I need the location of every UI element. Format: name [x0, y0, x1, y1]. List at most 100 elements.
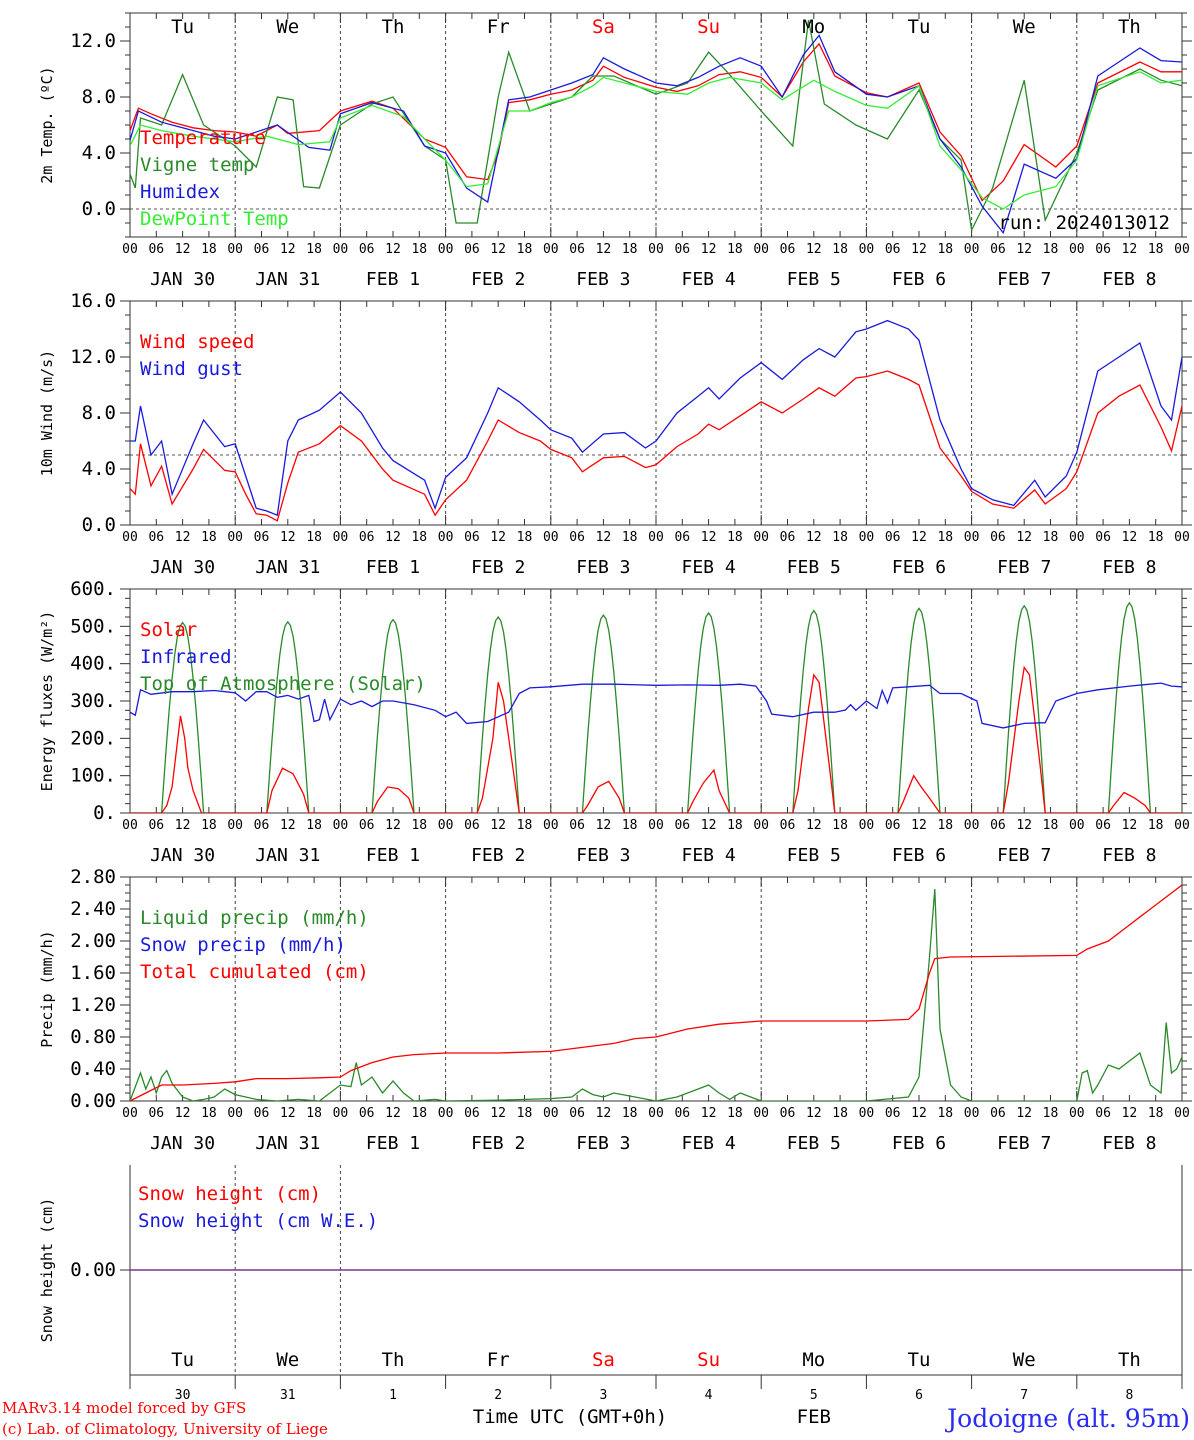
hour-tick-label: 06 — [674, 818, 690, 833]
series-line-top-of-atmosphere-solar- — [130, 601, 1182, 813]
y-tick-label: 4.0 — [82, 458, 116, 480]
y-tick-label: 500. — [70, 615, 116, 637]
date-label: JAN 30 — [150, 1133, 215, 1154]
legend-entry: Wind gust — [140, 358, 243, 380]
hour-tick-label: 18 — [937, 818, 953, 833]
hour-tick-label: 12 — [596, 530, 612, 545]
y-tick-label: 1.20 — [70, 994, 116, 1016]
hour-tick-label: 00 — [648, 1106, 664, 1121]
hour-tick-label: 18 — [1148, 1106, 1164, 1121]
hour-tick-label: 12 — [1122, 242, 1138, 257]
date-label: FEB 6 — [892, 845, 946, 866]
hour-tick-label: 00 — [859, 242, 875, 257]
panel-3: 0. 100. 200. 300. 400. 500. 600. Energy fluxes … — [38, 578, 1192, 824]
hour-tick-label: 06 — [1095, 242, 1111, 257]
y-tick-label: 0.00 — [70, 1090, 116, 1112]
hour-tick-label: 06 — [464, 1106, 480, 1121]
series-group — [130, 884, 1182, 1101]
hour-tick-label: 18 — [727, 818, 743, 833]
y-tick-label: 4.0 — [82, 142, 116, 164]
hour-tick-label: 18 — [937, 242, 953, 257]
date-label: FEB 1 — [366, 269, 420, 290]
date-label: FEB 2 — [471, 269, 525, 290]
hour-tick-label: 12 — [1122, 1106, 1138, 1121]
legend-entry: Total cumulated (cm) — [140, 961, 369, 983]
day-of-week-label: Th — [1118, 16, 1141, 38]
hour-tick-label: 00 — [859, 530, 875, 545]
hour-tick-label: 00 — [753, 242, 769, 257]
day-of-week-label: Tu — [171, 1349, 194, 1371]
y-axis-label: 2m Temp. (ºC) — [38, 66, 56, 183]
y-tick-label: 300. — [70, 690, 116, 712]
date-label: FEB 7 — [997, 845, 1051, 866]
date-label: FEB 2 — [471, 845, 525, 866]
hour-tick-label: 12 — [280, 818, 296, 833]
hour-tick-label: 12 — [806, 818, 822, 833]
hour-tick-label: 06 — [885, 530, 901, 545]
hour-tick-label: 00 — [1069, 530, 1085, 545]
hour-tick-label: 06 — [885, 1106, 901, 1121]
series-line-humidex — [130, 34, 1182, 235]
hour-tick-label: 06 — [254, 242, 270, 257]
y-tick-label: 16.0 — [70, 290, 116, 312]
day-of-week-label: Su — [697, 1349, 720, 1371]
date-label: FEB 3 — [576, 269, 630, 290]
date-label: FEB 7 — [997, 269, 1051, 290]
hour-tick-label: 18 — [727, 242, 743, 257]
y-tick-label: 0.0 — [82, 514, 116, 536]
hour-tick-label: 18 — [727, 1106, 743, 1121]
hour-tick-label: 00 — [964, 1106, 980, 1121]
hour-tick-label: 06 — [780, 1106, 796, 1121]
date-label: FEB 1 — [366, 557, 420, 578]
hour-tick-label: 12 — [701, 242, 717, 257]
series-line-wind-gust — [130, 319, 1182, 517]
series-line-dewpoint-temp — [130, 71, 1182, 210]
bottom-day-number: 1 — [389, 1388, 397, 1403]
hour-tick-label: 06 — [780, 242, 796, 257]
hour-tick-label: 12 — [175, 1106, 191, 1121]
hour-tick-label: 00 — [964, 242, 980, 257]
day-of-week-label: Tu — [908, 1349, 931, 1371]
hour-tick-label: 00 — [964, 818, 980, 833]
hour-tick-label: 00 — [122, 1106, 138, 1121]
hour-tick-label: 00 — [122, 818, 138, 833]
hour-tick-label: 12 — [280, 242, 296, 257]
hour-tick-label: 18 — [517, 1106, 533, 1121]
hour-tick-label: 06 — [990, 818, 1006, 833]
date-label: FEB 3 — [576, 845, 630, 866]
panel-2: 0.0 4.0 8.0 12.0 16.0 10m Wind (m/s) Wind spee… — [38, 290, 1192, 536]
hour-tick-label: 00 — [1069, 818, 1085, 833]
hour-tick-label: 00 — [753, 1106, 769, 1121]
hour-tick-label: 06 — [464, 818, 480, 833]
hour-tick-label: 18 — [1148, 242, 1164, 257]
legend-entry: Liquid precip (mm/h) — [140, 907, 369, 929]
hour-tick-label: 06 — [254, 818, 270, 833]
date-label: FEB 7 — [997, 557, 1051, 578]
day-of-week-label: Sa — [592, 1349, 615, 1371]
series-line-total-cumulated-cm- — [130, 884, 1182, 1101]
hour-tick-label: 00 — [648, 242, 664, 257]
hour-tick-label: 12 — [385, 1106, 401, 1121]
series-line-infrared — [130, 682, 1182, 729]
hour-tick-label: 06 — [780, 818, 796, 833]
hour-tick-label: 12 — [385, 242, 401, 257]
date-label: FEB 4 — [682, 269, 736, 290]
hour-tick-label: 06 — [674, 1106, 690, 1121]
date-label: JAN 31 — [255, 1133, 320, 1154]
bottom-day-number: 6 — [915, 1388, 923, 1403]
day-of-week-label: Mo — [802, 1349, 825, 1371]
series-group — [130, 319, 1182, 522]
date-label: FEB 8 — [1102, 1133, 1156, 1154]
hour-tick-label: 12 — [280, 1106, 296, 1121]
y-tick-label: 2.40 — [70, 898, 116, 920]
hour-tick-label: 12 — [385, 818, 401, 833]
date-label: FEB 5 — [787, 1133, 841, 1154]
hour-tick-label: 18 — [1043, 530, 1059, 545]
date-label: FEB 4 — [682, 845, 736, 866]
hour-tick-label: 06 — [569, 818, 585, 833]
hour-tick-label: 06 — [674, 242, 690, 257]
day-of-week-label: Tu — [171, 16, 194, 38]
hour-tick-label: 12 — [490, 1106, 506, 1121]
date-label: FEB 8 — [1102, 845, 1156, 866]
date-label: JAN 30 — [150, 845, 215, 866]
